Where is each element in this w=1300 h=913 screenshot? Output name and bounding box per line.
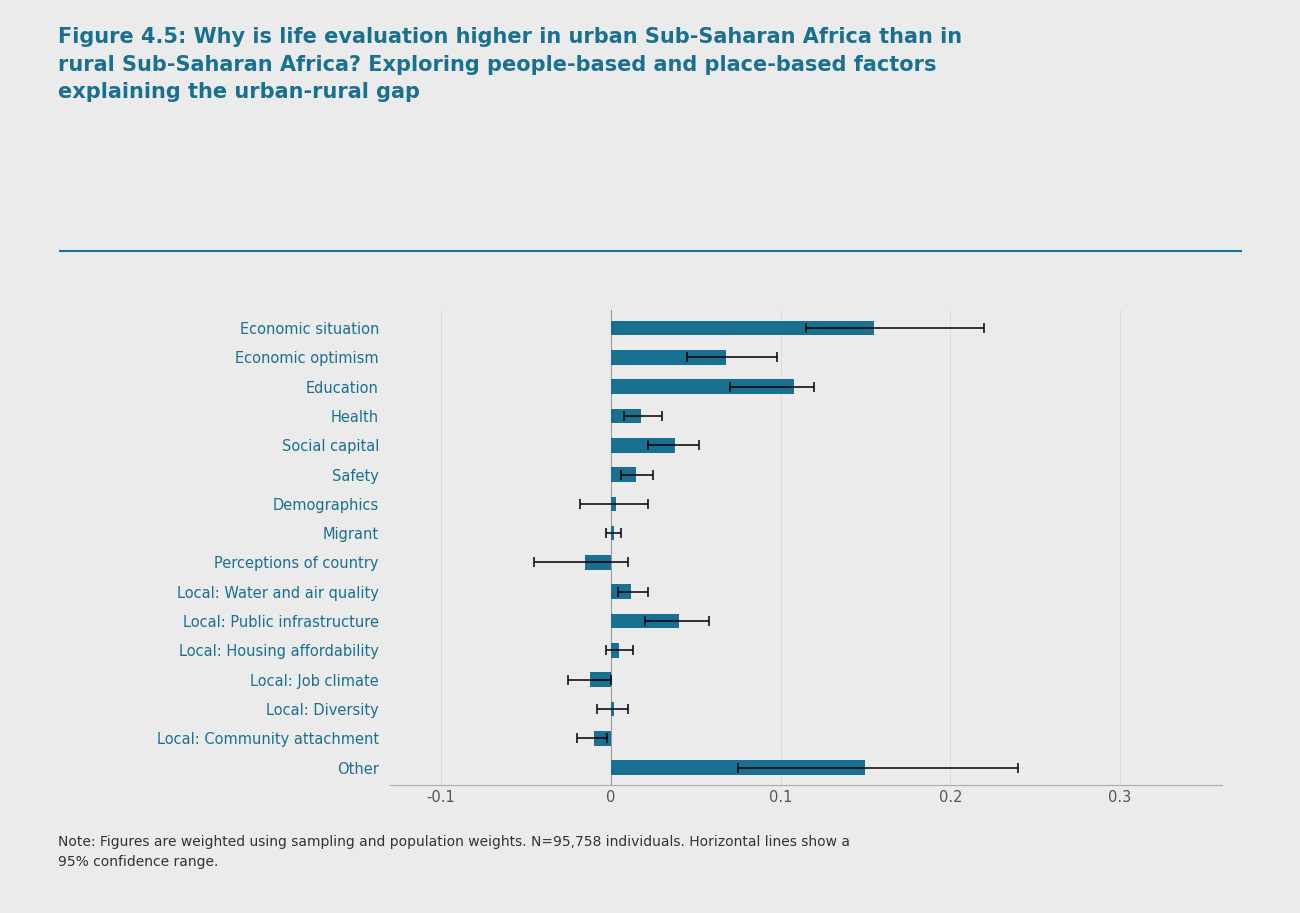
Bar [594,731,611,746]
Bar [611,761,866,775]
Bar [611,497,616,511]
Bar [611,584,630,599]
Bar [611,379,794,394]
Bar [611,320,874,335]
Bar [611,702,614,717]
Bar [590,672,611,687]
Bar [585,555,611,570]
Bar [611,409,641,424]
Bar [611,526,614,540]
Bar [611,467,636,482]
Bar [611,643,619,657]
Text: Note: Figures are weighted using sampling and population weights. N=95,758 indiv: Note: Figures are weighted using samplin… [58,835,850,869]
Bar [611,614,679,628]
Text: Figure 4.5: Why is life evaluation higher in urban Sub-Saharan Africa than in
ru: Figure 4.5: Why is life evaluation highe… [58,27,962,101]
Bar [611,438,675,453]
Bar [611,350,727,364]
